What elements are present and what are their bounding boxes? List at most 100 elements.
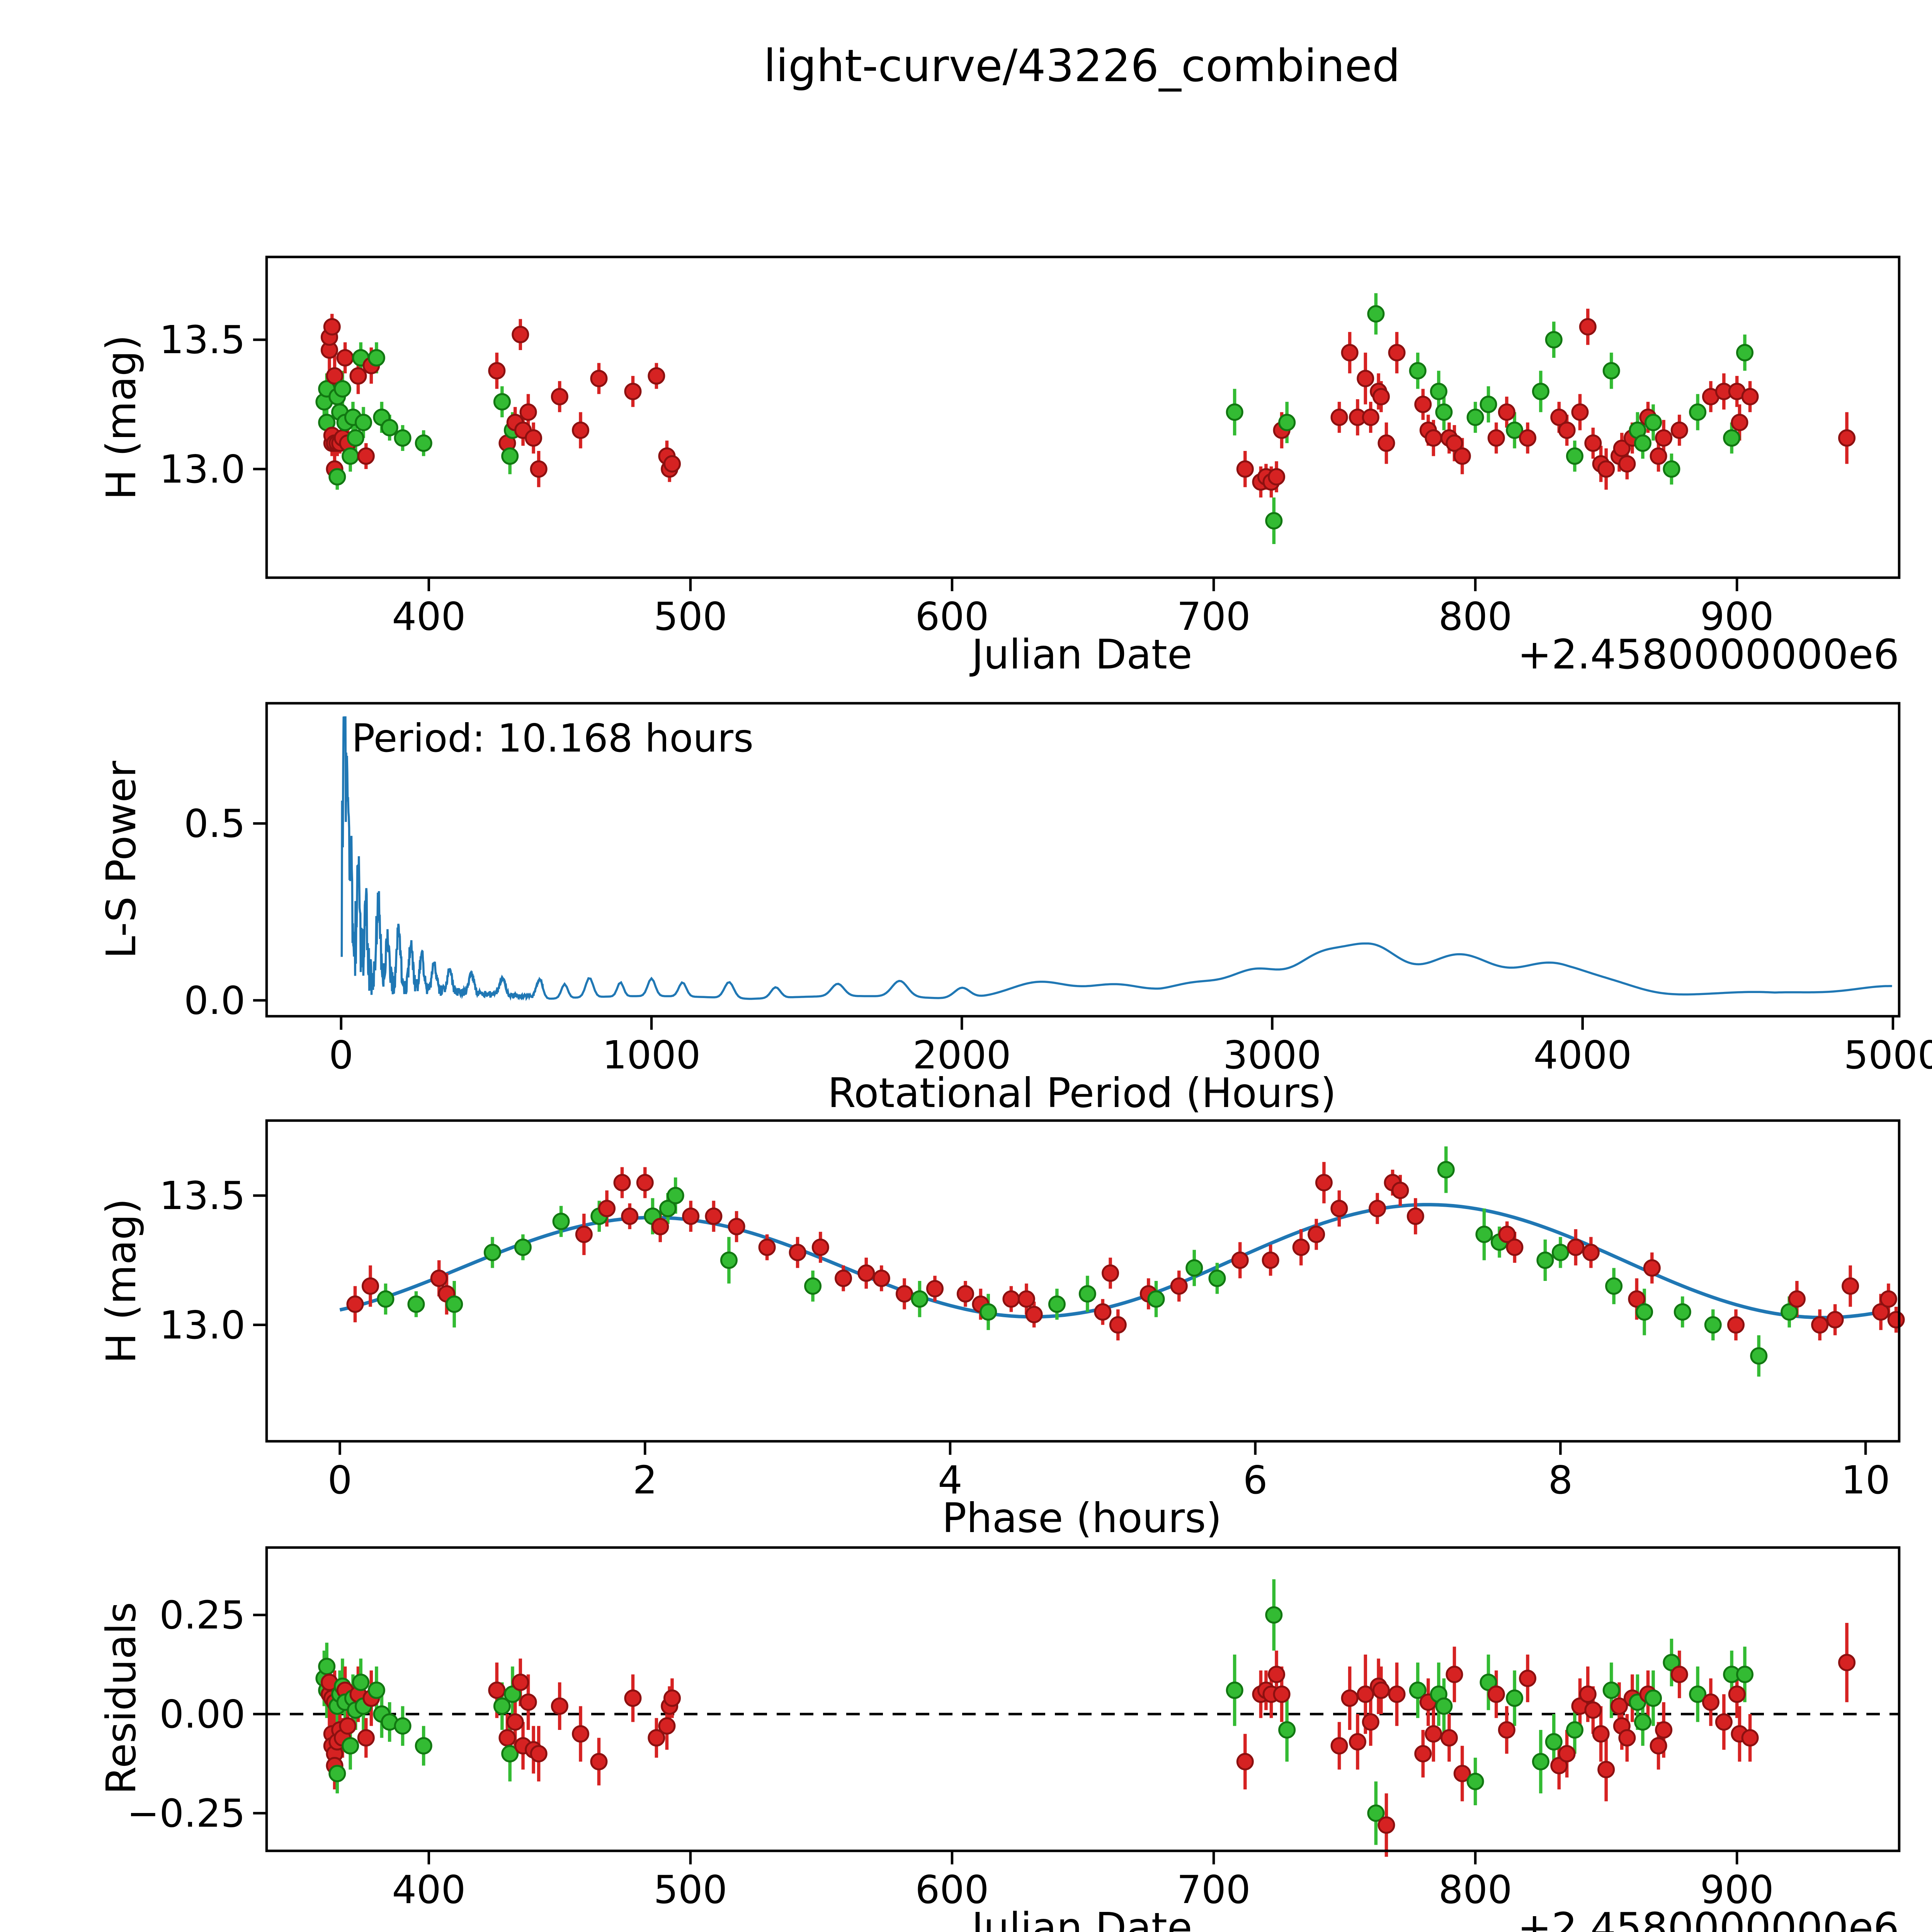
data-point: [328, 1765, 346, 1782]
axes-frame: [265, 702, 1901, 1018]
x-tick-label: 700: [1177, 1867, 1251, 1912]
p4-ylabel: Residuals: [98, 1602, 145, 1794]
data-point: [705, 1208, 723, 1225]
data-point: [1689, 1685, 1707, 1703]
data-point: [1357, 1685, 1374, 1703]
data-point: [407, 1295, 425, 1313]
data-point: [1618, 1729, 1636, 1747]
data-point: [551, 388, 568, 405]
data-point: [1650, 1737, 1667, 1755]
data-point: [1551, 1243, 1569, 1261]
data-point: [1435, 1697, 1453, 1715]
data-point: [1308, 1226, 1325, 1243]
data-point: [1506, 1238, 1524, 1256]
panel-jd-magnitude: 400 500 600 700 800 900 13.0 13.5 Julian Date +…: [98, 255, 1901, 678]
data-point: [501, 447, 519, 465]
data-point: [1480, 396, 1497, 413]
data-point: [1592, 1725, 1610, 1743]
data-point: [1446, 434, 1463, 452]
data-point: [613, 1174, 631, 1192]
data-point: [572, 421, 589, 439]
data-point: [1498, 1721, 1515, 1739]
data-point: [394, 429, 412, 447]
data-point: [349, 367, 367, 385]
data-point: [1723, 429, 1741, 447]
data-point: [1781, 1303, 1798, 1321]
data-point: [1414, 396, 1432, 413]
p3-ylabel: H (mag): [98, 1198, 145, 1364]
data-point: [624, 1689, 642, 1707]
data-point: [1330, 1200, 1348, 1218]
data-point: [682, 1208, 700, 1225]
y-tick-label: 13.0: [159, 447, 245, 492]
data-point: [1838, 1654, 1856, 1672]
data-point: [1372, 1681, 1390, 1699]
data-point: [1349, 1733, 1366, 1751]
data-point: [1435, 403, 1453, 421]
data-point: [1268, 468, 1286, 486]
data-point: [804, 1277, 822, 1295]
data-point: [357, 1729, 375, 1747]
data-point: [514, 1238, 532, 1256]
data-point: [1170, 1277, 1188, 1295]
x-tick-label: 0: [328, 1458, 352, 1503]
data-point: [1367, 1804, 1385, 1822]
data-point: [1466, 408, 1484, 426]
y-tick-label: 0.5: [184, 801, 245, 846]
periodogram-line: [340, 716, 1892, 1001]
data-point: [1425, 429, 1442, 447]
data-point: [339, 1717, 357, 1735]
data-point: [1728, 1685, 1746, 1703]
data-point: [1025, 1306, 1043, 1323]
data-point: [1102, 1264, 1119, 1282]
y-tick-label: 13.0: [159, 1303, 245, 1348]
data-point: [1670, 1665, 1688, 1683]
data-point: [1545, 1733, 1563, 1751]
data-point: [512, 326, 529, 344]
data-point: [1002, 1290, 1020, 1308]
x-tick-label: 2000: [913, 1032, 1011, 1078]
data-point: [911, 1290, 929, 1308]
x-tick-label: 0: [329, 1032, 354, 1078]
data-point: [1278, 1721, 1296, 1739]
data-point: [636, 1174, 654, 1192]
data-point: [1388, 344, 1406, 362]
data-point: [1378, 434, 1395, 452]
data-point: [1566, 1721, 1583, 1739]
data-point: [1741, 388, 1759, 405]
y-tick-label: 13.5: [159, 1173, 245, 1218]
data-point: [872, 1269, 890, 1287]
data-point: [1341, 344, 1359, 362]
data-point: [1519, 429, 1537, 447]
data-point: [552, 1213, 570, 1230]
data-point: [1704, 1316, 1722, 1334]
data-point: [789, 1243, 806, 1261]
data-point: [1673, 1303, 1691, 1321]
data-point: [551, 1697, 568, 1715]
data-point: [648, 1729, 665, 1747]
data-point: [1579, 318, 1597, 336]
data-point: [530, 460, 548, 478]
data-point: [663, 1689, 681, 1707]
data-point: [1446, 1665, 1463, 1683]
data-point: [415, 434, 432, 452]
data-point: [1811, 1316, 1829, 1334]
data-point: [1655, 1721, 1673, 1739]
data-point: [1545, 331, 1563, 349]
period-annotation: Period: 10.168 hours: [352, 716, 753, 761]
data-point: [1597, 1761, 1615, 1779]
data-point: [758, 1238, 776, 1256]
data-point: [1437, 1161, 1455, 1179]
data-point: [1842, 1277, 1859, 1295]
p2-ylabel: L-S Power: [98, 760, 145, 959]
data-point: [512, 1673, 529, 1691]
data-point: [1330, 408, 1348, 426]
data-point: [1278, 413, 1296, 431]
data-point: [1628, 1290, 1646, 1308]
data-point: [1602, 362, 1620, 380]
data-point: [575, 1226, 593, 1243]
data-point: [1453, 447, 1471, 465]
y-tick-label: 13.5: [159, 317, 245, 362]
